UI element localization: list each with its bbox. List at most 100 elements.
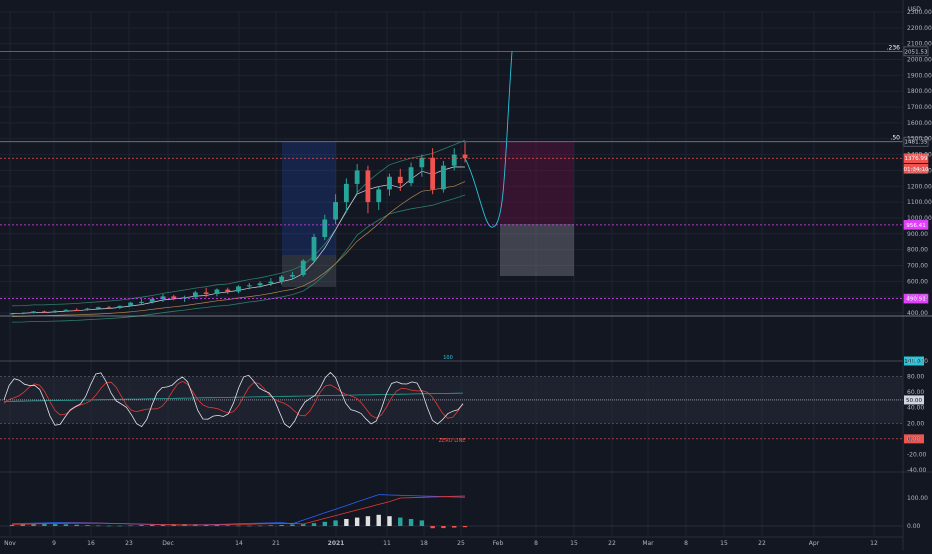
- macd-bar: [430, 526, 435, 529]
- candle-body: [63, 309, 69, 311]
- price-tick-label: 1300.00: [907, 167, 932, 174]
- rsi-value-text: 50.00: [906, 398, 922, 404]
- time-tick-label: 12: [870, 540, 878, 547]
- candle-body: [354, 170, 360, 184]
- candle: [441, 160, 446, 193]
- candles[interactable]: [9, 141, 468, 315]
- candle: [430, 148, 436, 195]
- price-label-box: [903, 220, 929, 230]
- macd-bar: [408, 519, 414, 526]
- candle-body: [9, 313, 15, 315]
- candle-body: [20, 313, 26, 314]
- macd-bar: [462, 526, 468, 528]
- candle: [300, 259, 306, 277]
- macd-panel: [0, 494, 903, 529]
- time-tick-label: 15: [570, 540, 578, 547]
- price-tick-label: 1100.00: [907, 199, 932, 206]
- price-label-text: 956.41: [906, 223, 926, 229]
- macd-bar: [20, 524, 25, 526]
- zero-line-label: ZERO LINE: [439, 438, 466, 444]
- price-label-box: [903, 153, 929, 164]
- candle: [354, 164, 360, 195]
- candle: [139, 298, 144, 306]
- rsi-tick-label: -20.00: [907, 451, 927, 458]
- candle-body: [182, 297, 187, 299]
- candle-body: [376, 189, 382, 203]
- grid-lines: [0, 11, 903, 536]
- macd-signal-line: [11, 495, 466, 526]
- macd-bar: [42, 524, 47, 526]
- candle: [171, 294, 177, 301]
- rsi-tick-label: 100.00: [907, 358, 928, 365]
- time-tick-label: 18: [420, 540, 428, 547]
- macd-bar: [398, 517, 403, 526]
- candle: [451, 148, 457, 171]
- candle: [63, 309, 69, 312]
- rsi-top-label: 100: [443, 355, 453, 361]
- long-position-target: [282, 142, 336, 255]
- macd-bar: [301, 524, 306, 526]
- price-tick-label: 500.00: [907, 294, 928, 301]
- candle: [9, 313, 15, 315]
- position-boxes: [282, 142, 574, 287]
- rsi-tick-label: 80.00: [907, 374, 924, 381]
- price-tick-label: 2300.00: [907, 9, 932, 16]
- macd-bar: [52, 524, 58, 526]
- candle: [95, 306, 101, 310]
- candle: [408, 162, 414, 187]
- time-tick-label: Mar: [642, 540, 654, 547]
- candle: [333, 194, 338, 225]
- candle: [160, 293, 166, 302]
- price-label-box: [903, 293, 929, 304]
- time-tick-label: 16: [87, 540, 95, 547]
- macd-bar: [63, 524, 69, 526]
- horizontal-levels[interactable]: .236 .50 2051.53 1481.35 1376.99 01:34:10 956.…: [0, 44, 929, 304]
- candle-body: [171, 296, 177, 299]
- candle-body: [365, 170, 371, 203]
- macd-tick-label: 0.00: [907, 523, 921, 530]
- candle: [41, 310, 47, 313]
- candle-body: [192, 292, 198, 298]
- macd-bar: [257, 525, 263, 527]
- candle-body: [430, 157, 436, 190]
- currency-label: USD: [908, 6, 921, 13]
- time-tick-label: 22: [608, 540, 616, 547]
- candle: [236, 285, 241, 294]
- fib-level-label: .50: [890, 135, 900, 142]
- candle: [214, 288, 220, 297]
- candle-body: [128, 302, 134, 306]
- candle: [203, 287, 209, 298]
- candle-body: [257, 283, 263, 286]
- candle-body: [451, 154, 457, 166]
- candle-body: [343, 183, 349, 203]
- candle-body: [214, 289, 220, 294]
- rsi-value-text: 0.00: [908, 437, 921, 443]
- macd-bar: [333, 520, 338, 526]
- candle-body: [397, 176, 403, 184]
- price-tick-label: 400.00: [907, 310, 928, 317]
- upper-band: [11, 139, 466, 307]
- candle: [268, 278, 274, 287]
- macd-bar: [31, 524, 36, 526]
- price-tick-label: 2200.00: [907, 25, 932, 32]
- price-label-box: [903, 136, 929, 147]
- price-tick-label: 1900.00: [907, 72, 932, 79]
- macd-bar: [117, 525, 123, 527]
- candle: [397, 168, 403, 192]
- fib-level-label: .236: [887, 44, 901, 51]
- time-tick-label: Dec: [162, 540, 174, 547]
- macd-bar: [387, 516, 392, 526]
- macd-bar: [322, 521, 327, 526]
- time-tick-label: 14: [235, 540, 243, 547]
- candle-body: [419, 157, 425, 168]
- candle: [31, 311, 36, 314]
- macd-bar: [74, 524, 79, 526]
- candle: [74, 308, 80, 312]
- macd-bar: [150, 524, 155, 526]
- candle: [52, 310, 58, 313]
- rsi-tick-label: 40.00: [907, 405, 924, 412]
- candle: [106, 305, 112, 309]
- price-tick-label: 1800.00: [907, 88, 932, 95]
